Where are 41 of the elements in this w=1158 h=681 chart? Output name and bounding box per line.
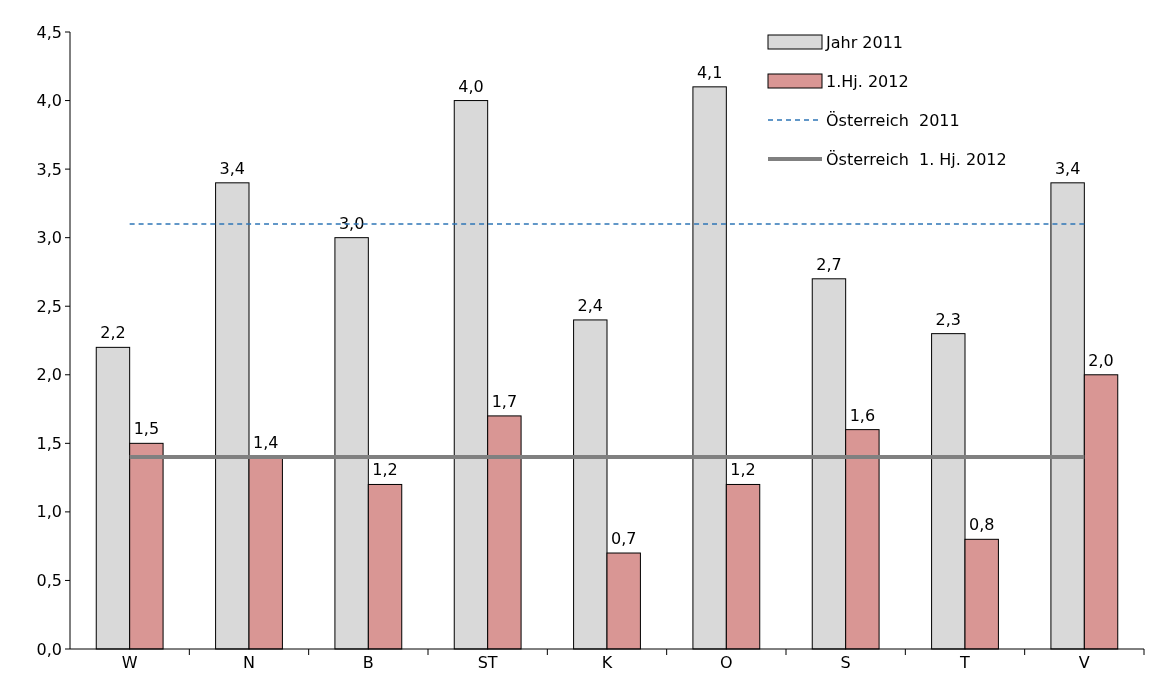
- y-tick-label: 3,0: [36, 228, 62, 248]
- data-label: 1,4: [252, 433, 279, 453]
- data-label: 2,0: [1088, 350, 1114, 370]
- legend-label: Jahr 2011: [825, 32, 904, 52]
- x-tick-label: B: [362, 653, 374, 672]
- y-tick-label: 0,0: [36, 639, 62, 659]
- x-tick-label: V: [1078, 653, 1090, 672]
- y-tick-label: 3,5: [36, 159, 62, 179]
- x-tick-label: O: [720, 653, 733, 672]
- y-tick-label: 1,5: [36, 433, 62, 453]
- x-tick-label: N: [243, 653, 255, 672]
- x-tick-label: ST: [477, 653, 498, 672]
- data-label: 1,7: [491, 391, 518, 411]
- data-label: 2,7: [816, 254, 842, 274]
- y-tick-label: 2,0: [36, 365, 62, 385]
- data-label: 2,4: [577, 295, 604, 315]
- data-label: 3,4: [219, 158, 246, 178]
- data-label: 4,0: [458, 76, 484, 96]
- data-label: 1,2: [730, 460, 756, 480]
- legend-label: Österreich 2011: [826, 110, 960, 130]
- data-label: 2,2: [100, 323, 126, 343]
- data-label: 3,0: [338, 213, 365, 233]
- x-tick-label: W: [121, 653, 138, 672]
- data-label: 3,4: [1054, 158, 1081, 178]
- y-tick-label: 1,0: [36, 502, 62, 522]
- data-label: 0,8: [968, 515, 995, 535]
- x-tick-label: T: [959, 653, 971, 672]
- data-label: 1,2: [372, 460, 398, 480]
- x-tick-label: K: [601, 653, 613, 672]
- y-tick-label: 4,5: [36, 22, 62, 42]
- data-label: 4,1: [696, 62, 723, 82]
- y-tick-label: 4,0: [36, 91, 62, 111]
- y-tick-label: 0,5: [36, 571, 62, 591]
- data-label: 2,3: [935, 309, 962, 329]
- data-label: 0,7: [610, 529, 637, 549]
- legend-label: Österreich 1. Hj. 2012: [826, 149, 1007, 169]
- legend-label: 1.Hj. 2012: [826, 71, 909, 91]
- y-tick-label: 2,5: [36, 296, 62, 316]
- data-label: 1,6: [849, 405, 876, 425]
- data-label: 1,5: [133, 419, 160, 439]
- x-tick-label: S: [840, 653, 851, 672]
